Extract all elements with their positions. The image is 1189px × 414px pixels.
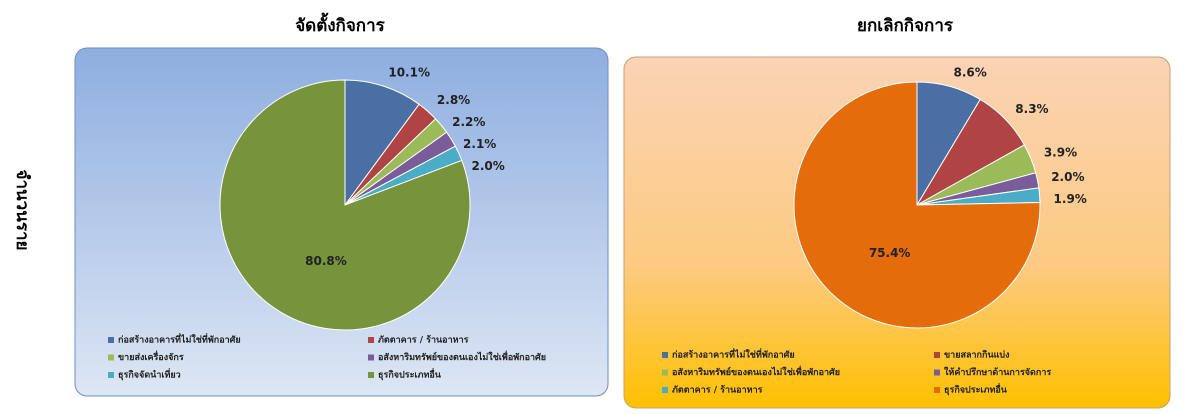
legend-label: ธุรกิจจัดนำเที่ยว <box>118 368 181 381</box>
data-label: 2.0% <box>472 159 505 173</box>
legend-label: ภัตตาคาร / ร้านอาหาร <box>378 335 469 346</box>
data-label: 8.6% <box>954 65 987 79</box>
legend-swatch <box>934 352 940 358</box>
legend-label: ขายส่งเครื่องจักร <box>118 350 184 363</box>
legend-swatch <box>934 387 940 393</box>
legend-label: ก่อสร้างอาคารที่ไม่ใช่ที่พักอาศัย <box>118 333 241 346</box>
data-label: 75.4% <box>869 246 911 260</box>
data-label: 2.2% <box>452 115 485 129</box>
chart-title: จัดตั้งกิจการ <box>295 12 385 36</box>
data-label: 1.9% <box>1054 192 1087 206</box>
data-label: 8.3% <box>1015 102 1048 116</box>
legend-swatch <box>108 354 114 361</box>
legend-label: ธุรกิจประเภทอื่น <box>378 368 442 381</box>
legend-swatch <box>662 352 668 358</box>
legend-label: ธุรกิจประเภทอื่น <box>944 383 1008 396</box>
data-label: 3.9% <box>1044 146 1077 160</box>
legend-label: ให้คำปรึกษาด้านการจัดการ <box>944 366 1051 378</box>
legend-swatch <box>368 354 374 361</box>
data-label: 10.1% <box>388 65 430 79</box>
legend-swatch <box>368 337 374 343</box>
chart-title: ยกเลิกกิจการ <box>857 16 954 36</box>
side-label: จำนวนราย <box>12 170 32 251</box>
legend-swatch <box>662 387 668 393</box>
legend-swatch <box>934 369 940 376</box>
data-label: 2.0% <box>1051 170 1084 184</box>
data-label: 80.8% <box>305 254 347 268</box>
legend-label: อสังหาริมทรัพย์ของตนเองไม่ใช่เพื่อพักอาศ… <box>378 350 546 363</box>
legend-swatch <box>662 369 668 376</box>
data-label: 2.1% <box>463 137 496 151</box>
legend-swatch <box>108 337 114 343</box>
legend-swatch <box>368 372 374 378</box>
legend-label: ก่อสร้างอาคารที่ไม่ใช่ที่พักอาศัย <box>672 348 795 361</box>
legend-label: อสังหาริมทรัพย์ของตนเองไม่ใช่เพื่อพักอาศ… <box>672 365 840 378</box>
data-label: 2.8% <box>437 93 470 107</box>
pie-slice <box>219 79 471 331</box>
pie-slice <box>344 79 420 207</box>
pie-slice <box>793 81 1041 329</box>
legend-swatch <box>108 372 114 378</box>
legend-label: ขายสลากกินแบ่ง <box>944 350 1010 361</box>
legend-label: ภัตตาคาร / ร้านอาหาร <box>672 385 763 396</box>
